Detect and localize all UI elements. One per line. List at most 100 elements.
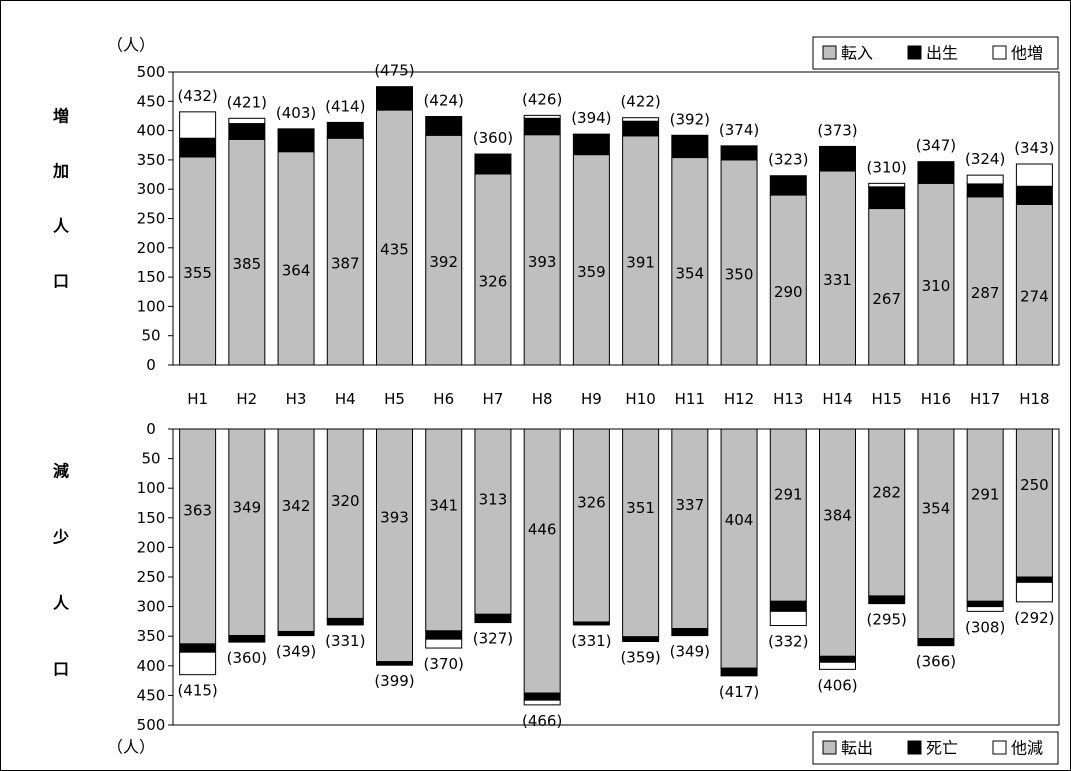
bar-total-label: (421) bbox=[227, 93, 267, 111]
unit-label: （人） bbox=[107, 738, 155, 757]
bar-segment bbox=[819, 661, 856, 670]
y-axis-title-char: 減 bbox=[53, 462, 69, 481]
bar-segment bbox=[1015, 185, 1053, 205]
bar-segment bbox=[720, 428, 758, 669]
bar-segment bbox=[179, 428, 217, 645]
y-tick-label: 500 bbox=[137, 716, 166, 734]
bar-segment bbox=[179, 651, 217, 676]
bar-segment bbox=[769, 428, 807, 602]
x-category-label: H13 bbox=[773, 390, 803, 408]
bar-total-label: (349) bbox=[276, 643, 316, 661]
x-category-label: H16 bbox=[921, 390, 951, 408]
bar-segment bbox=[474, 173, 512, 366]
bar-segment bbox=[1015, 428, 1053, 578]
bar-value-label: 359 bbox=[577, 263, 606, 281]
y-tick-label: 450 bbox=[137, 686, 166, 704]
bar-value-label: 391 bbox=[626, 253, 655, 271]
bar-segment bbox=[868, 186, 906, 210]
bar-segment bbox=[572, 621, 610, 626]
bar-segment bbox=[425, 638, 463, 649]
bar-total-label: (424) bbox=[424, 92, 464, 110]
legend-label: 他減 bbox=[1011, 739, 1043, 758]
y-tick-label: 500 bbox=[137, 63, 166, 81]
bar-value-label: 267 bbox=[872, 290, 901, 308]
bar-total-label: (331) bbox=[325, 632, 365, 650]
y-tick-label: 300 bbox=[137, 180, 166, 198]
legend-box bbox=[812, 731, 1059, 765]
x-category-label: H17 bbox=[970, 390, 1000, 408]
bar-segment bbox=[572, 134, 610, 156]
bar-total-label: (324) bbox=[965, 150, 1005, 168]
bar-segment bbox=[720, 145, 758, 161]
bar-segment bbox=[572, 154, 610, 366]
bar-segment bbox=[376, 86, 413, 111]
bar-total-label: (475) bbox=[374, 62, 414, 80]
x-category-label: H7 bbox=[483, 390, 504, 408]
bar-segment bbox=[179, 156, 217, 366]
bar-segment bbox=[868, 428, 906, 597]
bar-total-label: (370) bbox=[424, 655, 464, 673]
y-tick-label: 350 bbox=[137, 151, 166, 169]
bar-value-label: 342 bbox=[282, 497, 311, 515]
bar-value-label: 354 bbox=[676, 264, 705, 282]
bar-value-label: 310 bbox=[922, 277, 951, 295]
bar-total-label: (414) bbox=[325, 97, 365, 115]
bar-segment bbox=[523, 134, 561, 366]
bar-value-label: 446 bbox=[528, 520, 557, 538]
bar-value-label: 341 bbox=[429, 497, 458, 515]
bar-segment bbox=[425, 116, 463, 136]
bar-total-label: (343) bbox=[1014, 139, 1054, 157]
y-tick-label: 400 bbox=[137, 122, 166, 140]
bar-segment bbox=[819, 428, 856, 657]
y-axis-title-char: 口 bbox=[53, 660, 69, 679]
y-axis-title-char: 加 bbox=[52, 162, 69, 181]
x-category-label: H2 bbox=[236, 390, 257, 408]
bar-segment bbox=[179, 137, 217, 158]
bar-total-label: (360) bbox=[473, 129, 513, 147]
bar-segment bbox=[966, 183, 1004, 198]
bar-value-label: 363 bbox=[183, 502, 212, 520]
bar-segment bbox=[966, 600, 1004, 608]
bar-total-label: (374) bbox=[719, 121, 759, 139]
bar-segment bbox=[228, 635, 266, 643]
bar-value-label: 313 bbox=[479, 490, 508, 508]
legend-swatch bbox=[992, 740, 1007, 755]
y-tick-label: 150 bbox=[137, 509, 166, 527]
bar-segment bbox=[868, 182, 906, 188]
y-tick-label: 250 bbox=[137, 568, 166, 586]
bar-value-label: 287 bbox=[971, 284, 1000, 302]
bar-total-label: (349) bbox=[670, 643, 710, 661]
bar-segment bbox=[474, 153, 512, 175]
bar-segment bbox=[376, 661, 413, 666]
y-axis-title-char: 人 bbox=[53, 217, 70, 236]
bar-value-label: 320 bbox=[331, 492, 360, 510]
bar-segment bbox=[966, 174, 1004, 185]
bar-total-label: (310) bbox=[867, 158, 907, 176]
bar-total-label: (332) bbox=[768, 633, 808, 651]
bar-value-label: 326 bbox=[577, 493, 606, 511]
bar-value-label: 354 bbox=[922, 500, 951, 518]
bar-total-label: (292) bbox=[1014, 609, 1054, 627]
y-axis-title-char: 人 bbox=[53, 594, 70, 613]
legend-label: 転入 bbox=[841, 44, 873, 63]
bar-segment bbox=[720, 159, 758, 366]
y-tick-label: 450 bbox=[137, 92, 166, 110]
bar-value-label: 291 bbox=[971, 485, 1000, 503]
bar-segment bbox=[179, 111, 217, 139]
bar-total-label: (399) bbox=[374, 672, 414, 690]
legend-label: 他増 bbox=[1011, 44, 1043, 63]
bar-segment bbox=[966, 428, 1004, 602]
bar-segment bbox=[523, 117, 561, 136]
bar-value-label: 274 bbox=[1020, 288, 1049, 306]
y-tick-label: 50 bbox=[141, 327, 160, 345]
bar-total-label: (426) bbox=[522, 90, 562, 108]
bar-segment bbox=[277, 128, 315, 153]
bar-segment bbox=[326, 121, 364, 139]
legend-label: 死亡 bbox=[926, 739, 958, 758]
bar-segment bbox=[277, 151, 315, 366]
y-tick-label: 100 bbox=[137, 479, 166, 497]
bar-segment bbox=[179, 643, 217, 653]
